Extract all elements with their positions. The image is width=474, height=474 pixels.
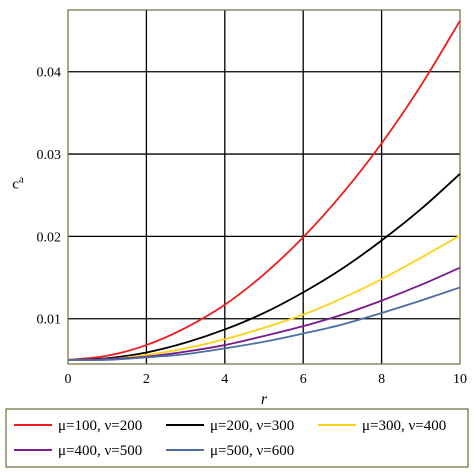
legend-item-2: μ=200, ν=300 bbox=[166, 418, 294, 434]
legend-label: μ=500, ν=600 bbox=[210, 443, 294, 459]
series-line-2 bbox=[67, 173, 461, 361]
y-tick-labels: 0.01 0.02 0.03 0.04 bbox=[37, 66, 62, 328]
legend-label: μ=400, ν=500 bbox=[58, 443, 142, 459]
plot-frame bbox=[67, 9, 461, 365]
legend-label: μ=300, ν=400 bbox=[362, 418, 446, 434]
series-layer bbox=[67, 20, 461, 361]
legend: μ=100, ν=200 μ=200, ν=300 μ=300, ν=400 μ=40… bbox=[14, 418, 446, 459]
x-tick-label: 6 bbox=[300, 372, 307, 387]
y-tick-label: 0.02 bbox=[37, 230, 62, 245]
x-tick-label: 10 bbox=[453, 372, 467, 387]
x-tick-label: 4 bbox=[221, 372, 228, 387]
x-tick-label: 0 bbox=[65, 372, 72, 387]
legend-item-4: μ=400, ν=500 bbox=[14, 443, 142, 459]
legend-item-5: μ=500, ν=600 bbox=[166, 443, 294, 459]
y-axis-label-superscript: a bbox=[19, 174, 24, 186]
series-line-5 bbox=[67, 286, 461, 361]
legend-box bbox=[5, 408, 469, 468]
y-axis-label-main: c bbox=[12, 177, 19, 193]
y-tick-label: 0.01 bbox=[37, 313, 62, 328]
legend-item-1: μ=100, ν=200 bbox=[14, 418, 142, 434]
legend-label: μ=200, ν=300 bbox=[210, 418, 294, 434]
legend-label: μ=100, ν=200 bbox=[58, 418, 142, 434]
y-tick-label: 0.04 bbox=[37, 66, 62, 81]
series-line-3 bbox=[67, 234, 461, 361]
legend-item-3: μ=300, ν=400 bbox=[318, 418, 446, 434]
grid-layer bbox=[68, 10, 460, 364]
x-tick-label: 8 bbox=[378, 372, 385, 387]
y-axis-label: ca bbox=[12, 174, 24, 193]
x-axis-label: r bbox=[261, 391, 268, 408]
series-line-1 bbox=[67, 20, 461, 361]
x-tick-label: 2 bbox=[143, 372, 150, 387]
y-tick-label: 0.03 bbox=[37, 148, 62, 163]
x-tick-labels: 0 2 4 6 8 10 bbox=[65, 372, 468, 387]
